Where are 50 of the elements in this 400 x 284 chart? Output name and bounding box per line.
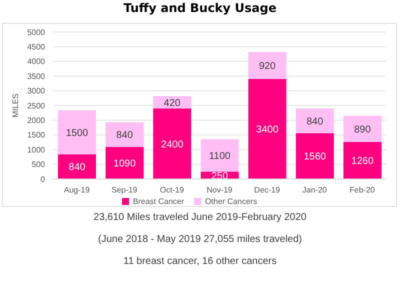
legend-label: Breast Cancer — [132, 197, 184, 206]
legend-label: Other Cancers — [205, 197, 258, 206]
x-tick-label: Aug-19 — [64, 186, 90, 195]
y-tick-label: 4500 — [27, 42, 46, 52]
y-tick-label: 3000 — [27, 86, 46, 96]
y-tick-label: 2500 — [27, 101, 46, 110]
x-tick-label: Nov-19 — [206, 186, 233, 195]
chart-title: Tuffy and Bucky Usage — [122, 1, 278, 17]
bar — [106, 146, 144, 179]
data-label: 1090 — [113, 158, 136, 170]
bar — [248, 79, 286, 179]
bar — [248, 52, 286, 80]
bar — [343, 116, 382, 142]
text: (June 2018 - May 2019 27,055 miles traveled) — [96, 234, 303, 245]
bar — [58, 110, 96, 154]
text: 11 breast cancer, 16 other cancers — [122, 256, 278, 267]
data-label: 1100 — [208, 151, 231, 162]
x-tick-label: Feb-20 — [350, 186, 376, 195]
data-label: 1260 — [351, 156, 374, 168]
y-tick-label: 3500 — [27, 72, 46, 81]
bar — [343, 142, 382, 179]
x-tick-label: Dec-19 — [254, 186, 281, 195]
y-tick-label: 500 — [32, 160, 46, 170]
data-label: 890 — [354, 124, 372, 136]
y-axis-title: MILES — [10, 93, 20, 118]
bar — [296, 108, 334, 134]
text: 23,610 Miles traveled June 2019-February 2020 — [92, 212, 308, 223]
bar — [58, 154, 96, 179]
bar — [153, 108, 192, 179]
y-tick-label: 1000 — [27, 145, 46, 154]
y-tick-label: 4000 — [27, 57, 46, 66]
data-label: 1560 — [304, 152, 326, 163]
data-label: 2400 — [161, 139, 184, 150]
data-label: 920 — [258, 61, 276, 72]
y-tick-label: 5000 — [27, 28, 46, 37]
bar — [296, 133, 334, 179]
bar — [200, 139, 239, 172]
data-label: 420 — [164, 98, 181, 109]
y-tick-label: 1500 — [27, 130, 46, 140]
y-tick-label: 2000 — [27, 116, 46, 126]
x-tick-label: Oct-19 — [160, 186, 184, 195]
x-tick-label: Jan-20 — [302, 186, 328, 195]
bar — [106, 122, 144, 147]
data-label: 840 — [116, 130, 134, 142]
data-label: 1500 — [66, 128, 89, 139]
data-label: 3400 — [256, 124, 279, 136]
data-label: 840 — [306, 116, 324, 128]
data-label: 840 — [68, 162, 86, 174]
y-tick-label: 0 — [40, 174, 46, 184]
x-tick-label: Sep-19 — [111, 186, 138, 195]
